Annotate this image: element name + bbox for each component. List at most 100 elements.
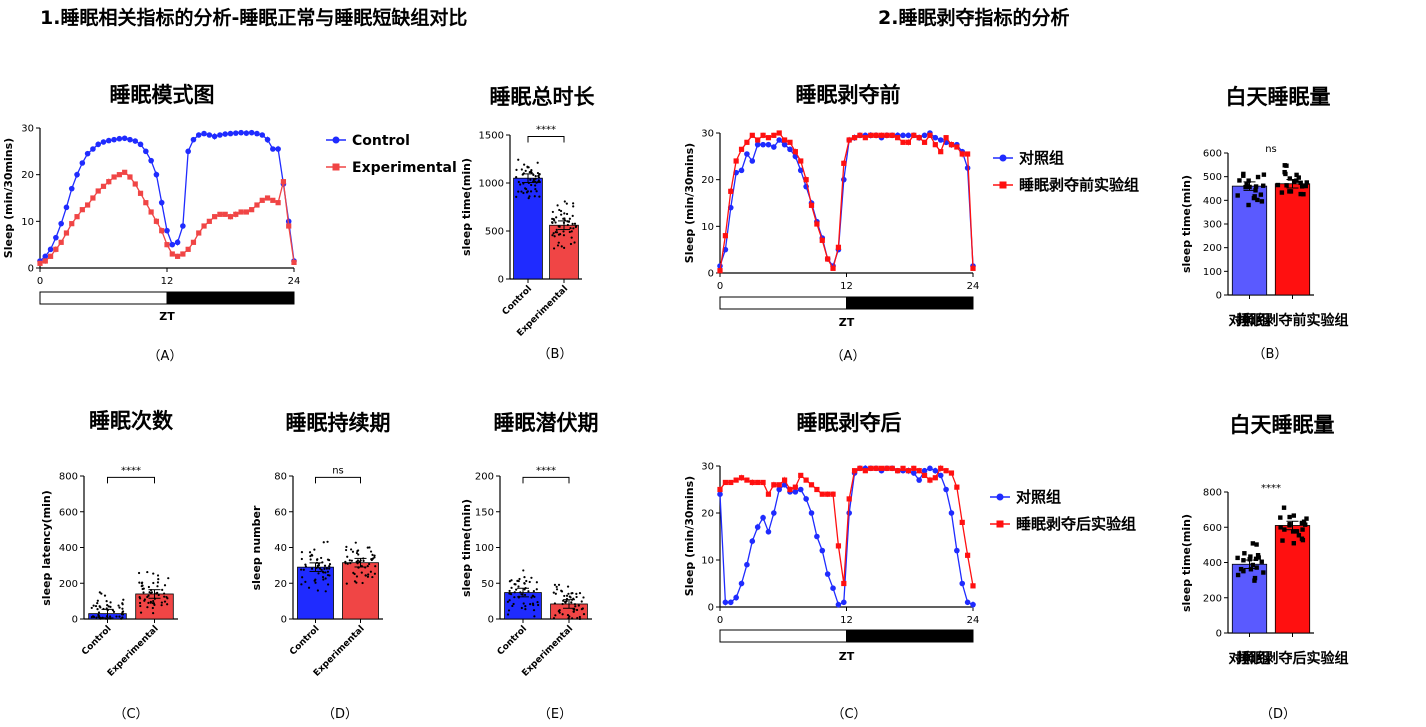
data-point — [121, 602, 124, 605]
data-point — [357, 549, 360, 552]
data-point — [169, 251, 175, 257]
data-point — [1261, 570, 1266, 575]
data-point — [559, 209, 563, 213]
data-point — [536, 601, 539, 604]
data-point — [534, 180, 537, 183]
data-point — [534, 184, 537, 187]
data-point — [323, 564, 327, 567]
data-point — [572, 205, 575, 208]
data-point — [814, 533, 820, 540]
data-point — [147, 594, 150, 597]
data-point — [527, 166, 530, 169]
data-point — [534, 177, 537, 180]
data-point — [109, 605, 112, 608]
data-point — [243, 209, 249, 215]
panel-label: （A） — [148, 349, 183, 364]
data-point — [554, 221, 557, 224]
data-point — [147, 601, 150, 604]
data-point — [534, 175, 537, 178]
legend-marker — [996, 493, 1004, 501]
data-point — [570, 236, 573, 239]
data-point — [95, 616, 98, 619]
data-point — [572, 202, 575, 205]
data-point — [151, 606, 154, 610]
data-point — [808, 202, 815, 208]
data-point — [307, 586, 311, 589]
bar — [1274, 183, 1311, 296]
data-point — [921, 472, 928, 478]
y-tick-label: 200 — [1203, 243, 1222, 254]
data-point — [161, 588, 164, 591]
x-tick-label: Experimental — [106, 624, 161, 679]
data-point — [819, 237, 825, 243]
data-point — [523, 576, 526, 579]
data-point — [846, 496, 852, 502]
chart-title: 睡眠剥夺前 — [796, 83, 901, 107]
data-point — [575, 608, 579, 612]
significance-bracket — [107, 476, 155, 484]
data-point — [959, 151, 965, 157]
data-point — [147, 585, 150, 589]
data-point — [1287, 523, 1292, 528]
data-point — [364, 574, 367, 577]
x-tick-label: 24 — [288, 276, 301, 287]
data-point — [563, 200, 566, 203]
data-point — [513, 591, 516, 594]
data-point — [326, 558, 330, 561]
data-point — [185, 148, 191, 155]
data-point — [164, 242, 170, 248]
data-point — [140, 585, 143, 588]
data-point — [98, 591, 101, 594]
data-point — [552, 591, 555, 594]
data-point — [1253, 184, 1259, 189]
data-point — [537, 176, 541, 179]
data-point — [754, 141, 761, 148]
chart-title: 睡眠剥夺后 — [797, 411, 902, 435]
data-point — [536, 171, 540, 175]
y-tick-label: 30 — [701, 462, 714, 473]
data-point — [531, 602, 535, 605]
data-point — [115, 615, 118, 618]
data-point — [116, 135, 123, 142]
data-point — [568, 595, 571, 598]
data-point — [537, 603, 540, 607]
data-point — [1287, 176, 1293, 181]
data-point — [1290, 529, 1296, 534]
y-axis-label: sleep number — [250, 505, 263, 590]
data-point — [354, 541, 357, 544]
data-point — [1241, 173, 1246, 178]
data-point — [523, 588, 526, 591]
data-point — [527, 197, 530, 200]
data-point — [551, 234, 554, 237]
data-point — [553, 583, 557, 586]
data-point — [275, 146, 281, 152]
y-axis-label: sleep time(min) — [1180, 514, 1193, 612]
data-point — [345, 582, 348, 585]
data-point — [1282, 527, 1287, 532]
data-point — [368, 546, 371, 549]
data-point — [1255, 174, 1261, 180]
data-point — [325, 567, 329, 570]
data-point — [535, 190, 538, 193]
data-point — [146, 570, 149, 574]
data-point — [530, 596, 533, 599]
data-point — [1254, 565, 1259, 570]
x-tick-label: 睡眠剥夺前实验组 — [1237, 312, 1349, 329]
significance-label: ns — [1265, 144, 1277, 155]
data-point — [1294, 529, 1300, 534]
data-point — [90, 606, 93, 610]
data-point — [558, 609, 561, 612]
data-point — [508, 589, 511, 593]
data-point — [916, 135, 922, 141]
data-point — [1298, 191, 1303, 197]
data-point — [578, 591, 582, 595]
data-point — [185, 246, 191, 252]
data-point — [190, 239, 197, 245]
data-point — [814, 486, 820, 493]
data-point — [1278, 515, 1283, 520]
data-point — [797, 486, 804, 493]
panel-label: （B） — [538, 347, 573, 362]
data-point — [58, 220, 64, 227]
data-point — [749, 132, 755, 138]
